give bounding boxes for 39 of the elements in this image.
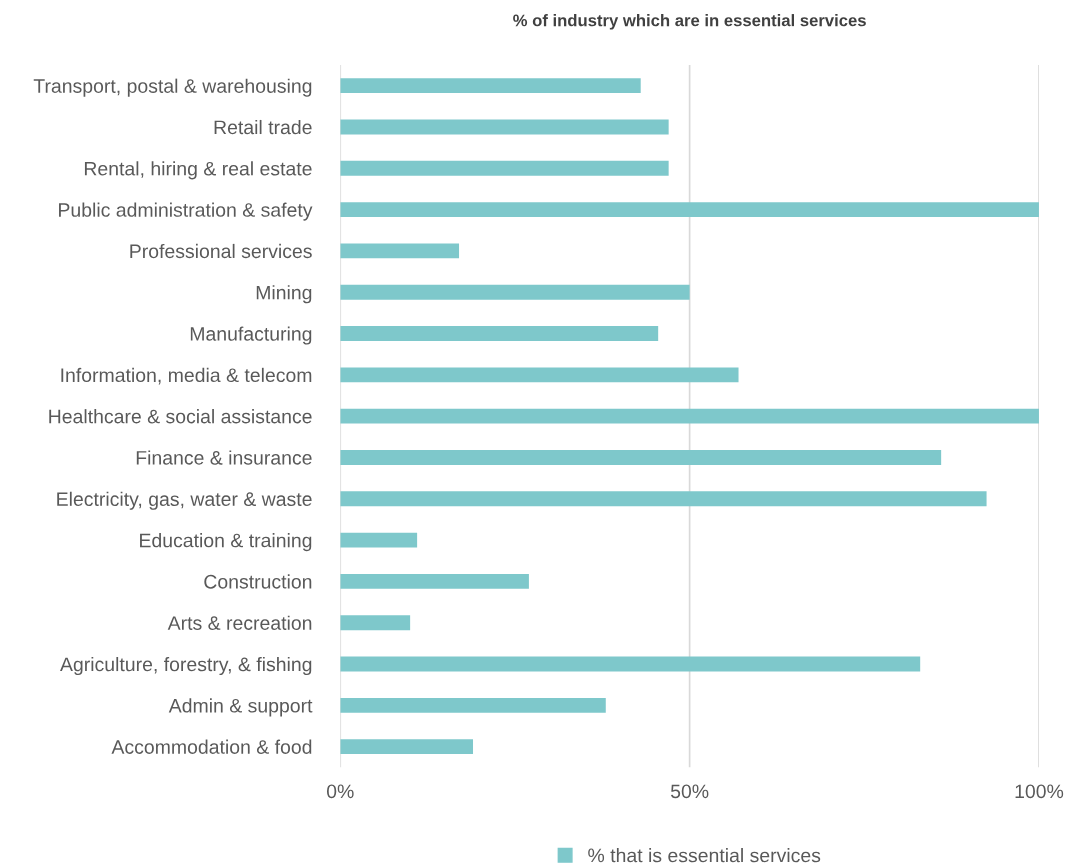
bar xyxy=(340,491,987,507)
y-tick-label: Transport, postal & warehousing xyxy=(33,78,312,97)
y-tick-label: Agriculture, forestry, & fishing xyxy=(60,656,312,676)
bar xyxy=(340,656,921,672)
bar xyxy=(340,450,942,465)
bar xyxy=(340,119,669,135)
y-tick-label: Construction xyxy=(204,574,312,589)
bar xyxy=(340,326,659,341)
y-tick-label: Electricity, gas, water & waste xyxy=(57,491,312,510)
y-tick-label: Accommodation & food xyxy=(111,739,312,754)
bar xyxy=(340,697,606,713)
bar xyxy=(340,202,1039,218)
y-tick-label: Finance & insurance xyxy=(136,450,312,465)
bar xyxy=(340,160,669,176)
bar xyxy=(340,615,411,631)
bar xyxy=(340,573,529,589)
y-tick-label: Healthcare & social assistance xyxy=(49,409,312,424)
bar xyxy=(340,408,1039,424)
y-tick-label: Arts & recreation xyxy=(167,615,312,630)
bar xyxy=(340,284,690,300)
x-tick-label: 0% xyxy=(326,784,354,799)
y-tick-label: Public administration & safety xyxy=(59,202,313,221)
y-tick-label: Admin & support xyxy=(168,698,313,717)
legend-label: % that is essential services xyxy=(588,848,821,863)
bar xyxy=(340,367,739,383)
y-tick-label: Rental, hiring & real estate xyxy=(84,161,312,180)
chart-title: % of industry which are in essential services xyxy=(513,14,866,30)
bar xyxy=(340,739,474,755)
y-tick-label: Retail trade xyxy=(214,119,312,135)
y-tick-label: Professional services xyxy=(130,243,312,259)
bar xyxy=(340,243,460,259)
bar xyxy=(340,78,641,94)
y-tick-label: Education & training xyxy=(140,533,312,552)
y-tick-label: Manufacturing xyxy=(190,326,312,345)
bar xyxy=(340,532,418,548)
y-tick-label: Mining xyxy=(256,285,312,304)
x-tick-label: 100% xyxy=(1015,784,1064,799)
x-tick-label: 50% xyxy=(670,784,709,799)
y-tick-label: Information, media & telecom xyxy=(61,367,312,385)
